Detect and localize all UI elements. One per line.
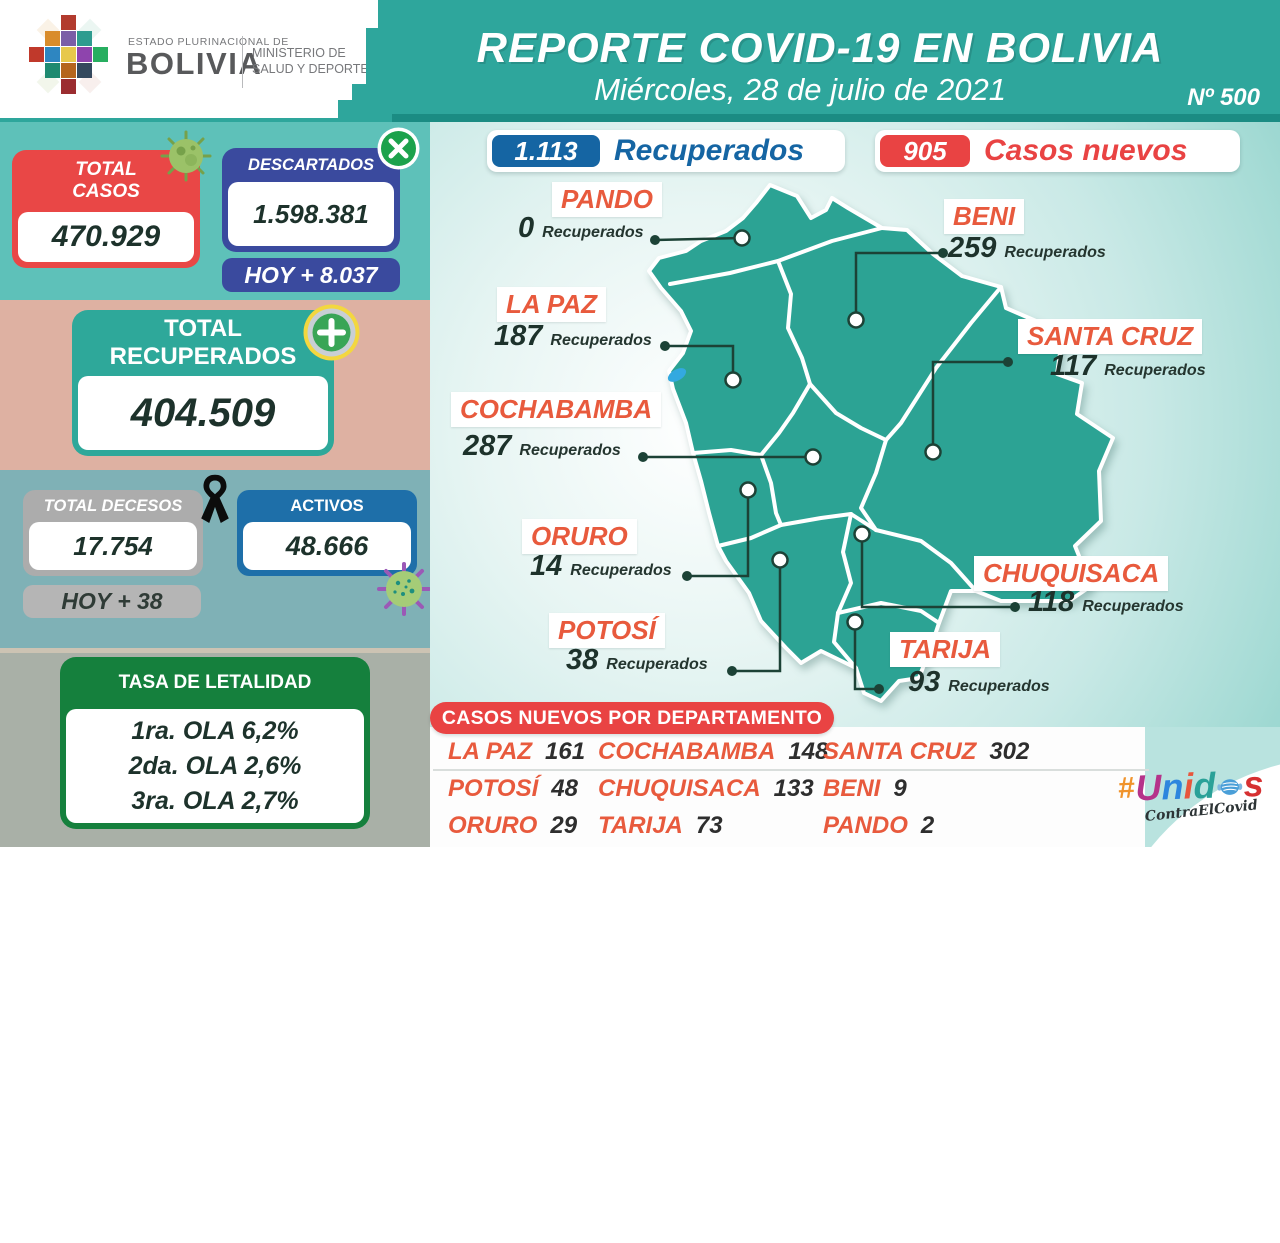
total-recovered-card: TOTAL RECUPERADOS 404.509 xyxy=(72,310,334,456)
total-cases-card: TOTAL CASOS 470.929 xyxy=(12,150,200,268)
lethality-rate-label: TASA DE LETALIDAD xyxy=(118,672,312,694)
discarded-check-icon xyxy=(377,127,420,170)
discarded-label: DESCARTADOS xyxy=(248,155,374,174)
total-recovered-label: TOTAL RECUPERADOS xyxy=(109,315,297,370)
dept-value-potosi: 38 Recuperados xyxy=(566,644,708,676)
total-deaths-value: 17.754 xyxy=(29,522,197,570)
dept-label-la-paz: LA PAZ xyxy=(497,287,606,322)
lethality-rate-values: 1ra. OLA 6,2% 2da. OLA 2,6% 3ra. OLA 2,7… xyxy=(66,709,364,823)
recovered-summary-badge: 1.113 Recuperados xyxy=(487,130,845,172)
header-divider-strip xyxy=(392,114,1280,122)
deaths-today-pill: HOY + 38 xyxy=(23,585,201,618)
dept-label-oruro: ORURO xyxy=(522,519,637,554)
campaign-logo: # U n i d s ContraElCovid xyxy=(1117,762,1280,825)
logo-ministerio-line1: MINISTERIO DE xyxy=(252,46,346,60)
dept-value-beni: 259 Recuperados xyxy=(948,232,1106,264)
report-number: Nº 500 xyxy=(1187,84,1260,111)
lethality-wave-2: 2da. OLA 2,6% xyxy=(128,751,302,780)
table-row: ORURO 29 xyxy=(448,811,578,839)
discarded-value: 1.598.381 xyxy=(228,182,394,246)
lethality-rate-card: TASA DE LETALIDAD 1ra. OLA 6,2% 2da. OLA… xyxy=(60,657,370,829)
logo-ministerio-text: MINISTERIO DE SALUD Y DEPORTES xyxy=(252,46,377,77)
new-cases-title: CASOS NUEVOS POR DEPARTAMENTO xyxy=(430,702,834,734)
virus-icon xyxy=(160,130,212,182)
discarded-card: DESCARTADOS 1.598.381 xyxy=(222,148,400,252)
table-row: TARIJA 73 xyxy=(598,811,723,839)
dept-label-beni: BENI xyxy=(944,199,1025,234)
table-row: COCHABAMBA 148 xyxy=(598,737,829,765)
logo-estado-text: ESTADO PLURINACIONAL DE xyxy=(128,36,289,48)
recovered-summary-value: 1.113 xyxy=(492,135,600,167)
dept-value-tarija: 93 Recuperados xyxy=(908,666,1050,698)
total-cases-value: 470.929 xyxy=(18,212,194,262)
campaign-logo-word: # U n i d s xyxy=(1117,762,1265,809)
table-divider xyxy=(433,769,1149,771)
logo-divider xyxy=(242,36,243,88)
table-row: BENI 9 xyxy=(823,774,907,802)
logo-step-decoration xyxy=(338,100,352,118)
dept-label-potosi: POTOSÍ xyxy=(549,613,665,648)
dept-value-cochabamba: 287 Recuperados xyxy=(463,430,621,462)
new-cases-summary-value: 905 xyxy=(880,135,970,167)
active-cases-card: ACTIVOS 48.666 xyxy=(237,490,417,576)
table-row: CHUQUISACA 133 xyxy=(598,774,814,802)
new-cases-summary-badge: 905 Casos nuevos xyxy=(875,130,1240,172)
table-row: LA PAZ 161 xyxy=(448,737,586,765)
dept-value-santa-cruz: 117 Recuperados xyxy=(1050,350,1206,382)
dept-label-chuquisaca: CHUQUISACA xyxy=(974,556,1169,591)
report-date: Miércoles, 28 de julio de 2021 xyxy=(594,72,1006,107)
lethality-wave-1: 1ra. OLA 6,2% xyxy=(131,716,299,745)
virus-purple-icon xyxy=(377,562,431,616)
total-deaths-card: TOTAL DECESOS 17.754 xyxy=(23,490,203,576)
dept-value-pando: 0 Recuperados xyxy=(518,212,644,244)
dept-value-oruro: 14 Recuperados xyxy=(530,550,672,582)
logo-bolivia-text: BOLIVIA xyxy=(126,46,263,81)
gov-logo-box: ESTADO PLURINACIONAL DE BOLIVIA MINISTER… xyxy=(0,0,378,118)
total-recovered-value: 404.509 xyxy=(78,376,328,450)
dept-value-la-paz: 187 Recuperados xyxy=(494,320,652,352)
mourning-ribbon-icon xyxy=(201,474,229,523)
recovered-summary-label: Recuperados xyxy=(614,134,805,167)
active-cases-label: ACTIVOS xyxy=(290,496,364,515)
table-row: PANDO 2 xyxy=(823,811,935,839)
dept-label-cochabamba: COCHABAMBA xyxy=(451,392,662,427)
report-title: REPORTE COVID-19 EN BOLIVIA xyxy=(476,24,1164,71)
table-row: SANTA CRUZ 302 xyxy=(823,737,1030,765)
dept-label-tarija: TARIJA xyxy=(890,632,1000,667)
bolivia-emblem-icon xyxy=(29,15,108,94)
logo-step-decoration xyxy=(366,28,378,118)
dept-label-santa-cruz: SANTA CRUZ xyxy=(1018,319,1203,354)
logo-step-decoration xyxy=(352,84,366,118)
face-mask-icon xyxy=(1217,779,1242,795)
total-deaths-label: TOTAL DECESOS xyxy=(43,496,183,515)
dept-label-pando: PANDO xyxy=(552,182,662,217)
dept-value-chuquisaca: 118 Recuperados xyxy=(1028,586,1184,618)
new-cases-summary-label: Casos nuevos xyxy=(984,134,1188,167)
logo-ministerio-line2: SALUD Y DEPORTES xyxy=(252,61,378,76)
new-cases-table: LA PAZ 161 COCHABAMBA 148 SANTA CRUZ 302… xyxy=(448,733,1158,844)
lethality-wave-3: 3ra. OLA 2,7% xyxy=(131,786,299,815)
table-row: POTOSÍ 48 xyxy=(448,774,578,802)
new-cases-panel xyxy=(430,727,1280,847)
active-cases-value: 48.666 xyxy=(243,522,411,570)
discarded-today-pill: HOY + 8.037 xyxy=(222,258,400,292)
total-cases-label: TOTAL CASOS xyxy=(72,159,140,202)
plus-icon xyxy=(303,304,360,361)
